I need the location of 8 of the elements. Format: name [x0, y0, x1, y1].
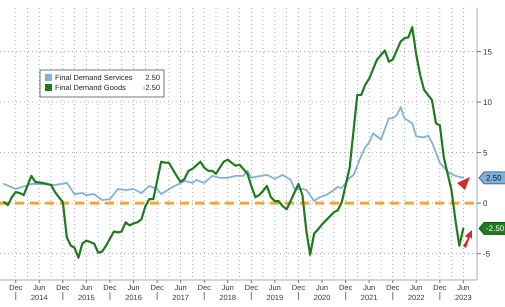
y-tick-label: 10: [483, 98, 492, 107]
y-tick-label: -5: [483, 250, 491, 259]
y-tick-label: 5: [483, 148, 488, 158]
y-tick-label: 0: [483, 198, 488, 208]
text: -2.50: [486, 224, 504, 234]
line-series: [2, 26, 464, 259]
text: 2.50: [486, 174, 502, 183]
y-tick-label: 15: [483, 47, 492, 56]
